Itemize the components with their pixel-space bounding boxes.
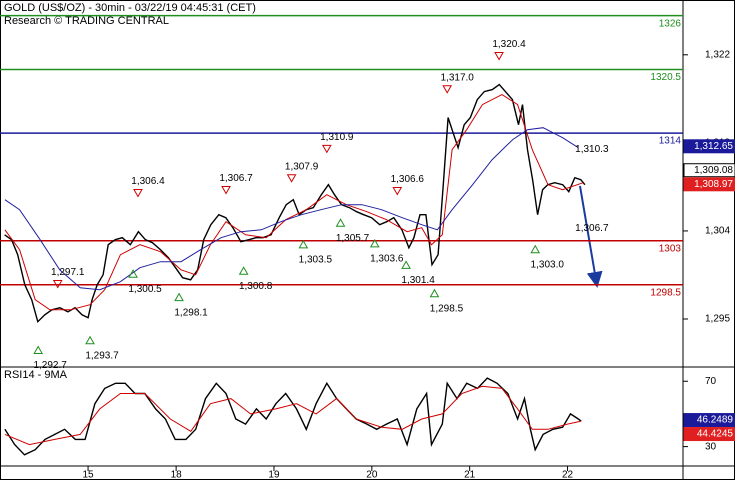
x-tick-label: 20 — [366, 470, 378, 480]
last-value-label: 1,309.08 — [694, 165, 733, 176]
peak-marker — [221, 186, 231, 195]
level-label: 1314 — [659, 136, 682, 147]
trough-marker — [369, 238, 380, 248]
peak-marker — [494, 51, 504, 61]
trough-label: 1,300.8 — [239, 281, 273, 292]
peak-label: 1,297.1 — [51, 267, 85, 278]
y-tick-label: 70 — [705, 376, 717, 387]
trough-marker — [298, 239, 309, 249]
peak-marker — [392, 186, 403, 196]
x-tick-label: 19 — [268, 470, 280, 480]
trough-label: 1,293.7 — [85, 350, 119, 361]
peak-marker — [442, 85, 453, 94]
peak-label: 1,306.6 — [391, 174, 425, 185]
trough-label: 1,303.6 — [370, 253, 404, 264]
level-label: 1303 — [659, 243, 682, 254]
last-value-box — [683, 139, 735, 154]
y-tick-label: 1,322 — [705, 49, 730, 60]
level-label: 1320.5 — [650, 72, 681, 83]
peak-marker — [321, 144, 332, 154]
last-value-label: 44.4245 — [697, 429, 734, 440]
peak-label: 1,307.9 — [285, 161, 319, 172]
peak-marker — [52, 279, 63, 289]
y-tick-label: 30 — [705, 441, 717, 452]
trough-label: 1,292.7 — [33, 360, 67, 371]
target-label: 1,306.7 — [575, 223, 609, 234]
peak-label: 1,310.9 — [320, 132, 354, 143]
series-line — [4, 385, 582, 446]
x-tick-label: 22 — [562, 470, 574, 480]
trough-marker — [335, 218, 346, 227]
trough-marker — [429, 288, 440, 298]
trough-marker — [174, 292, 184, 302]
peak-label: 1,306.4 — [131, 176, 165, 187]
chart-title: GOLD (US$/OZ) - 30min - 03/22/19 04:45:3… — [4, 2, 256, 14]
level-label: 1298.5 — [650, 287, 681, 298]
y-tick-label: 1,295 — [705, 314, 730, 325]
peak-marker — [286, 174, 297, 183]
series-line — [4, 94, 584, 311]
peak-label: 1,306.7 — [219, 173, 253, 184]
trough-marker — [128, 269, 138, 278]
forecast-arrow — [579, 185, 603, 288]
trough-marker — [530, 244, 541, 254]
trough-label: 1,300.5 — [128, 284, 162, 295]
last-value-box — [683, 177, 735, 192]
level-label: 1326 — [659, 18, 682, 29]
trough-marker — [238, 266, 249, 275]
trough-marker — [33, 345, 44, 355]
trough-label: 1,298.5 — [430, 303, 464, 314]
last-value-box — [683, 413, 735, 428]
peak-label: 1,320.4 — [492, 39, 526, 50]
target-label: 1,310.3 — [575, 144, 609, 155]
chart-subtitle: Research © TRADING CENTRAL — [4, 15, 169, 27]
peak-marker — [133, 188, 143, 198]
x-tick-label: 18 — [171, 470, 183, 480]
series-line — [4, 377, 582, 456]
last-value-label: 46.2489 — [697, 415, 734, 426]
trough-label: 1,303.5 — [299, 254, 333, 265]
rsi-title: RSI14 - 9MA — [4, 369, 68, 381]
trough-label: 1,298.1 — [174, 307, 208, 318]
last-value-label: 1,308.97 — [694, 179, 733, 190]
series-line — [4, 127, 579, 291]
trough-label: 1,305.7 — [336, 233, 370, 244]
last-value-box — [683, 163, 735, 178]
y-tick-label: 1,304 — [705, 226, 730, 237]
trough-marker — [401, 260, 411, 269]
x-tick-label: 15 — [83, 470, 95, 480]
last-value-box — [683, 427, 735, 442]
trough-label: 1,303.0 — [531, 259, 565, 270]
last-value-label: 1,312.65 — [694, 141, 733, 152]
series-line — [4, 83, 586, 324]
trough-marker — [85, 335, 95, 345]
x-tick-label: 21 — [464, 470, 476, 480]
trough-label: 1,301.4 — [401, 275, 435, 286]
peak-label: 1,317.0 — [440, 72, 474, 83]
